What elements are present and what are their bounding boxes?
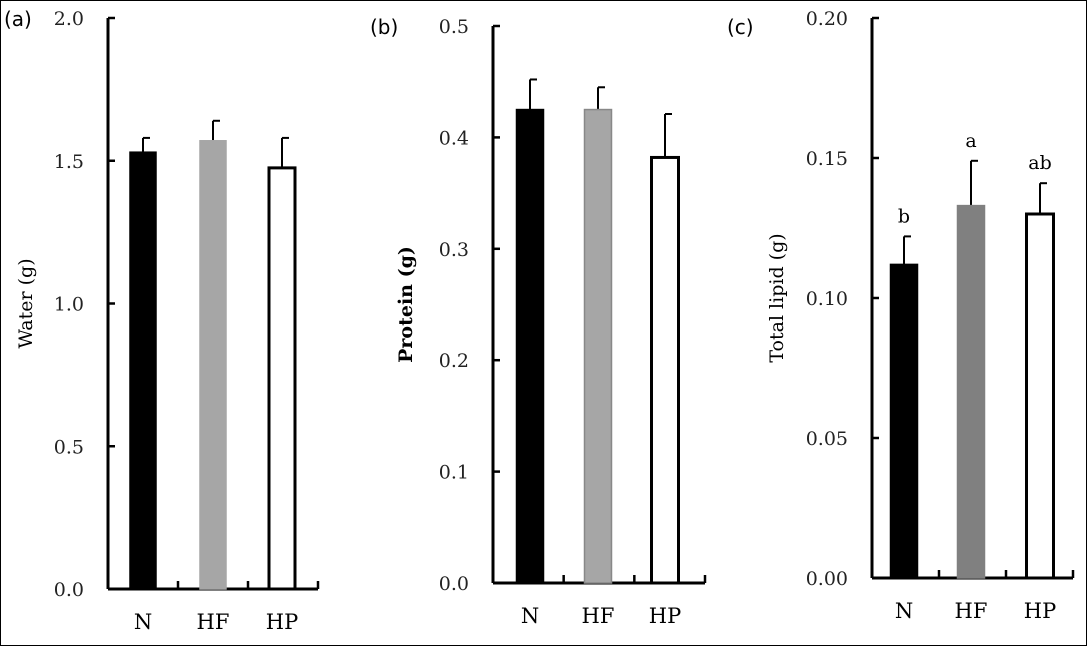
bar-hp [267, 166, 297, 591]
panel-label: (b) [370, 15, 398, 39]
panel-label: (c) [727, 15, 754, 39]
x-category-label: N [134, 610, 152, 634]
bar-hp [1025, 212, 1055, 580]
y-axis-label: Total lipid (g) [766, 233, 788, 362]
significance-letter: b [898, 205, 910, 227]
bar-n [889, 263, 919, 579]
y-tick-label: 0.15 [806, 148, 848, 170]
y-tick-label: 0.05 [806, 428, 848, 450]
y-tick-label: 0.4 [439, 127, 469, 149]
y-tick-label: 0.0 [54, 579, 84, 601]
y-axis-label: Protein (g) [395, 246, 417, 363]
y-tick-label: 0.2 [439, 350, 469, 372]
bar-hp [650, 155, 680, 585]
significance-letter: ab [1028, 152, 1052, 174]
panel-label: (a) [4, 7, 32, 31]
panel-a: (a) Water (g) 0.0 0.5 1.0 1.5 2.0 N HF HP [4, 7, 320, 634]
y-tick-label: 0.0 [439, 573, 469, 595]
y-tick-label: 2.0 [54, 8, 84, 30]
y-tick-label: 0.3 [439, 239, 469, 261]
bar-hf [583, 108, 613, 584]
significance-letter: a [965, 130, 976, 152]
y-tick-label: 1.0 [54, 294, 84, 316]
y-tick-label: 0.5 [439, 16, 469, 38]
panel-b: (b) Protein (g) 0.0 0.1 0.2 0.3 0.4 0.5 N HF HP [370, 15, 707, 628]
bar-n [129, 151, 157, 590]
y-tick-label: 1.5 [54, 151, 84, 173]
y-tick-label: 0.10 [806, 288, 848, 310]
bar-hf [199, 140, 227, 590]
y-tick-label: 0.20 [806, 8, 848, 30]
x-category-label: HP [1024, 599, 1056, 623]
x-category-label: HF [197, 610, 230, 634]
x-category-label: HP [266, 610, 298, 634]
x-category-label: N [895, 599, 913, 623]
x-category-label: HF [582, 604, 615, 628]
y-tick-label: 0.00 [806, 568, 848, 590]
y-axis-label: Water (g) [15, 258, 37, 348]
y-tick-label: 0.5 [54, 436, 84, 458]
bar-hf [956, 204, 986, 579]
bar-n [515, 108, 545, 584]
x-category-label: N [521, 604, 539, 628]
y-tick-label: 0.1 [439, 462, 469, 484]
panel-c: (c) Total lipid (g) 0.00 0.05 0.10 0.15 0.20 Nb… [727, 8, 1075, 623]
x-category-label: HP [649, 604, 681, 628]
x-category-label: HF [955, 599, 988, 623]
